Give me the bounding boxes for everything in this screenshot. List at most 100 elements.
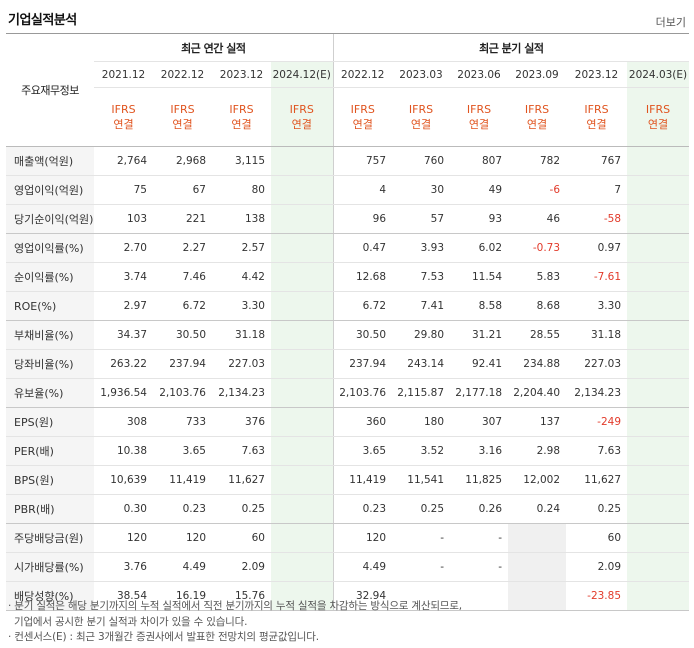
table-cell: 38.54	[94, 581, 153, 611]
table-cell	[627, 320, 690, 350]
table-row: ROE(%) 2.97 6.72 3.30 6.72 7.41 8.58 8.68 3.30	[6, 291, 690, 321]
table-cell: 49	[450, 175, 509, 205]
table-cell: 3.76	[94, 552, 153, 582]
table-cell: 138	[212, 204, 271, 234]
table-row: 배당성향(%) 38.54 16.19 15.76 32.94 -23.85	[6, 581, 690, 611]
table-row: 주당배당금(원) 120 120 60 120- -60	[6, 523, 690, 553]
table-cell: 60	[566, 523, 628, 553]
basis-ifrs: IFRS	[645, 103, 671, 116]
row-label: 배당성향(%)	[6, 581, 94, 611]
table-cell: -	[450, 523, 509, 553]
table-cell: 2.98	[508, 436, 567, 466]
table-cell	[271, 291, 334, 321]
table-cell: 760	[392, 146, 451, 176]
table-cell: 237.94	[332, 349, 393, 379]
table-cell: 6.02	[450, 233, 509, 263]
table-cell: 6.72	[332, 291, 393, 321]
row-label: 영업이익률(%)	[6, 233, 94, 263]
table-cell	[627, 581, 690, 611]
table-row: 순이익률(%) 3.74 7.46 4.42 12.68 7.53 11.54 5.83 -7.…	[6, 262, 690, 292]
table-cell: 263.22	[94, 349, 153, 379]
table-cell	[271, 378, 334, 408]
table-cell: 120	[153, 523, 212, 553]
table-cell: 7.46	[153, 262, 212, 292]
table-cell	[627, 436, 690, 466]
table-cell: 2,103.76	[153, 378, 212, 408]
table-cell: -0.73	[508, 233, 567, 263]
basis-ifrs: IFRS	[289, 103, 314, 116]
row-label: 시가배당률(%)	[6, 552, 94, 582]
table-cell: 92.41	[450, 349, 509, 379]
table-cell: 237.94	[153, 349, 212, 379]
more-link[interactable]: 더보기	[655, 16, 686, 29]
table-cell: 4.49	[332, 552, 393, 582]
table-cell	[508, 552, 567, 582]
table-row: 영업이익(억원) 75 67 80 4 30 49 -6 7	[6, 175, 690, 205]
table-row: BPS(원) 10,639 11,419 11,627 11,419 11,541 11,8…	[6, 465, 690, 495]
table-cell: 227.03	[566, 349, 628, 379]
row-label: 부채비율(%)	[6, 320, 94, 350]
table-cell: 137	[508, 407, 567, 437]
period-header: 2023.12	[566, 61, 628, 88]
table-cell: 2.70	[94, 233, 153, 263]
table-cell: 3.30	[566, 291, 628, 321]
table-row: EPS(원) 308 733 376 360 180 307 137 -249	[6, 407, 690, 437]
table-cell: 10.38	[94, 436, 153, 466]
table-cell: 0.26	[450, 494, 509, 524]
table-cell: 2,134.23	[212, 378, 271, 408]
table-cell	[271, 552, 334, 582]
quarter-group-header: 최근 분기 실적	[332, 33, 690, 62]
basis-ifrs: IFRS	[466, 103, 492, 116]
table-cell: 7	[566, 175, 628, 205]
table-cell	[450, 581, 509, 611]
table-cell: 46	[508, 204, 567, 234]
table-cell	[271, 407, 334, 437]
period-header: 2023.06	[450, 61, 509, 88]
table-cell: 30.50	[153, 320, 212, 350]
table-cell: -	[392, 523, 451, 553]
table-cell: 2,177.18	[450, 378, 509, 408]
basis-consolidated: 연결	[586, 118, 607, 131]
basis-consolidated: 연결	[113, 118, 134, 131]
basis-header: IFRS 연결	[271, 87, 334, 147]
table-cell: 243.14	[392, 349, 451, 379]
notes: · 분기 실적은 해당 분기까지의 누적 실적에서 직전 분기까지의 누적 실적…	[8, 599, 462, 646]
table-cell	[508, 581, 567, 611]
table-cell: 2,115.87	[392, 378, 451, 408]
note-line: 기업에서 공시한 분기 실적과 차이가 있을 수 있습니다.	[14, 615, 248, 628]
table-cell: -249	[566, 407, 628, 437]
table-cell	[271, 581, 334, 611]
row-header-label: 주요재무정보	[6, 33, 94, 147]
basis-consolidated: 연결	[231, 118, 252, 131]
table-cell	[627, 523, 690, 553]
table-cell: 32.94	[332, 581, 393, 611]
table-cell: 0.47	[332, 233, 393, 263]
table-cell: 3.52	[392, 436, 451, 466]
basis-header: IFRS 연결	[508, 87, 567, 147]
table-cell: 15.76	[212, 581, 271, 611]
table-cell: 11,627	[212, 465, 271, 495]
table-cell	[271, 436, 334, 466]
table-cell: 16.19	[153, 581, 212, 611]
table-cell: 11,419	[153, 465, 212, 495]
table-cell: 103	[94, 204, 153, 234]
basis-header: IFRS 연결	[392, 87, 451, 147]
row-label: 매출액(억원)	[6, 146, 94, 176]
table-cell: 0.23	[332, 494, 393, 524]
table-cell: 2,134.23	[566, 378, 628, 408]
table-cell: -	[450, 552, 509, 582]
table-cell: -	[392, 552, 451, 582]
basis-header: IFRS 연결	[627, 87, 690, 147]
table-cell: 6.72	[153, 291, 212, 321]
table-cell: 807	[450, 146, 509, 176]
table-cell: 4.42	[212, 262, 271, 292]
basis-ifrs: IFRS	[350, 103, 375, 116]
table-cell: 11,541	[392, 465, 451, 495]
table-cell: 0.97	[566, 233, 628, 263]
table-cell	[627, 175, 690, 205]
table-cell	[271, 465, 334, 495]
table-cell	[271, 204, 334, 234]
table-cell: 60	[212, 523, 271, 553]
table-cell: 80	[212, 175, 271, 205]
row-label: BPS(원)	[6, 465, 94, 495]
